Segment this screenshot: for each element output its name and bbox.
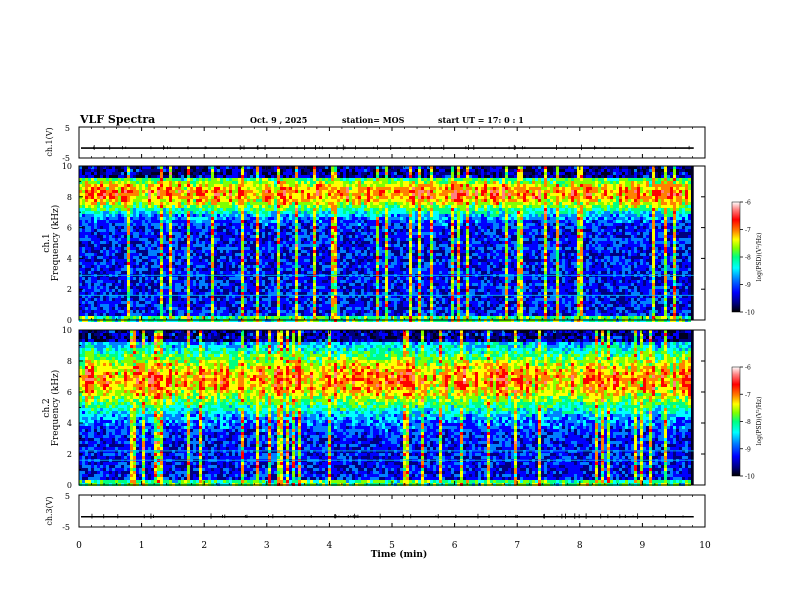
ytick-label: 4 xyxy=(67,254,72,263)
time-axis: 0 1 2 3 4 5 6 7 8 9 10 xyxy=(76,127,711,551)
colorbar-tick-label: -6 xyxy=(745,200,751,207)
ch3-voltage-ylabel: ch.3(V) xyxy=(45,496,54,525)
ytick-label: 10 xyxy=(62,162,72,171)
ch1-voltage-ylabel: ch.1(V) xyxy=(45,127,54,156)
xtick-label: 9 xyxy=(640,541,646,551)
ch2-spectrogram-heatmap xyxy=(79,330,705,486)
ch2-spectrogram-panel: 10 8 6 4 2 0 ch.2 Frequency (kHz) xyxy=(42,326,706,490)
time-axis-label: Time (min) xyxy=(371,549,428,560)
ch1-voltage-frame xyxy=(78,126,706,159)
colorbar-tick-label: -9 xyxy=(745,446,751,453)
ch3-voltage-frame xyxy=(78,494,706,528)
ch1-colorbar: -6 -7 -8 -9 -10 log(PSD)(V²/Hz) xyxy=(731,200,763,317)
ytick-label: 4 xyxy=(67,419,72,428)
colorbar-tick-label: -7 xyxy=(745,227,751,234)
xtick-label: 5 xyxy=(389,541,395,551)
xtick-label: 1 xyxy=(139,541,145,551)
ch1-voltage-panel: 5 -5 ch.1(V) xyxy=(45,124,706,163)
ytick-label: 0 xyxy=(67,316,72,325)
ch3-ytick-neg5: -5 xyxy=(62,523,70,532)
colorbar-tick-label: -6 xyxy=(745,365,751,372)
ch3-ytick-5: 5 xyxy=(65,492,70,501)
ytick-label: 6 xyxy=(67,388,72,397)
ytick-label: 0 xyxy=(67,481,72,490)
ch2-spectrogram-yticks: 10 8 6 4 2 0 xyxy=(62,326,705,490)
no-data-region xyxy=(693,330,705,485)
ytick-label: 2 xyxy=(67,285,72,294)
ch1-spectrogram-heatmap xyxy=(79,166,705,322)
ch1-colorbar-label: log(PSD)(V²/Hz) xyxy=(756,233,763,282)
ch1-spectrogram-panel: 10 8 6 4 2 0 ch.1 Frequency (kHz) xyxy=(42,162,706,325)
ch2-colorbar-label: log(PSD)(V²/Hz) xyxy=(756,397,763,446)
start-time-label: start UT = 17: 0 : 1 xyxy=(438,115,524,125)
ytick-label: 8 xyxy=(67,357,72,366)
ch3-voltage-trace xyxy=(81,513,694,519)
colorbar-tick-label: -10 xyxy=(745,310,755,317)
xtick-label: 6 xyxy=(452,541,458,551)
xtick-label: 2 xyxy=(201,541,207,551)
ch2-frequency-ylabel: Frequency (kHz) xyxy=(50,370,61,447)
ytick-label: 2 xyxy=(67,450,72,459)
date-label: Oct. 9 , 2025 xyxy=(250,115,307,125)
xtick-label: 10 xyxy=(699,541,711,551)
figure-title: VLF Spectra xyxy=(79,113,155,126)
colorbar-tick-label: -9 xyxy=(745,282,751,289)
ch1-voltage-trace xyxy=(81,144,694,151)
ytick-label: 10 xyxy=(62,326,72,335)
xtick-label: 4 xyxy=(327,541,333,551)
ch1-frequency-ylabel: Frequency (kHz) xyxy=(50,205,61,282)
ytick-label: 8 xyxy=(67,193,72,202)
ch1-spectrogram-yticks: 10 8 6 4 2 0 xyxy=(62,162,705,325)
no-data-region xyxy=(693,166,705,320)
ch3-voltage-panel: 5 -5 ch.3(V) xyxy=(45,492,706,532)
ch1-ytick-5: 5 xyxy=(65,124,70,133)
colorbar-tick-label: -8 xyxy=(745,255,751,262)
ch2-channel-label: ch.2 xyxy=(42,398,52,417)
ch2-colorbar: -6 -7 -8 -9 -10 log(PSD)(V²/Hz) xyxy=(731,365,763,481)
colorbar-tick-label: -7 xyxy=(745,392,751,399)
xtick-label: 0 xyxy=(76,541,82,551)
ch1-colorbar-bar xyxy=(731,201,741,313)
xtick-label: 3 xyxy=(264,541,270,551)
ch1-channel-label: ch.1 xyxy=(42,233,52,252)
xtick-label: 8 xyxy=(577,541,583,551)
ch1-ytick-neg5: -5 xyxy=(62,154,70,163)
xtick-label: 7 xyxy=(514,541,520,551)
colorbar-tick-label: -10 xyxy=(745,474,755,481)
ch2-colorbar-bar xyxy=(731,366,741,477)
ytick-label: 6 xyxy=(67,224,72,233)
station-label: station= MOS xyxy=(342,115,405,125)
colorbar-tick-label: -8 xyxy=(745,419,751,426)
